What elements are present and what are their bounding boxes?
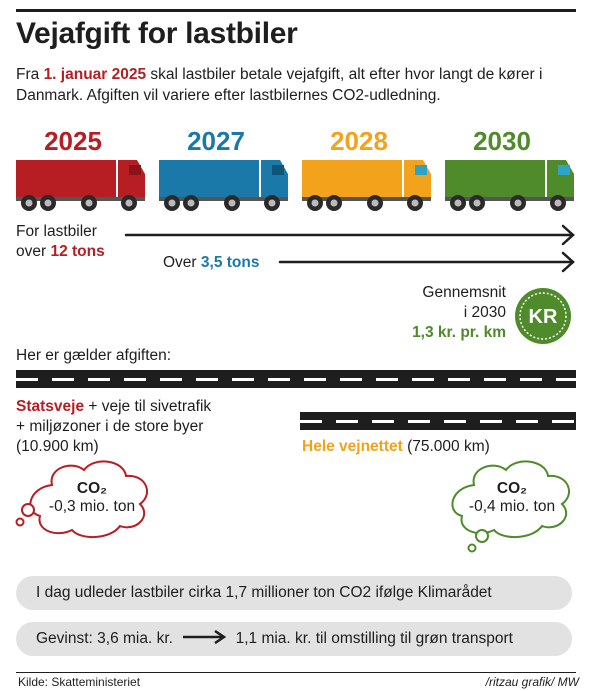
emissions-fact: I dag udleder lastbiler cirka 1,7 millio… [16, 576, 572, 610]
average-line2: i 2030 [463, 304, 506, 321]
all-roads-text: Hele vejnettet (75.000 km) [302, 437, 490, 457]
state-roads-rest: + veje til sivetrafik [84, 398, 212, 415]
all-roads-name: Hele vejnettet [302, 438, 403, 455]
truck-2028-icon [302, 160, 431, 211]
year-2028: 2028 [330, 126, 388, 156]
all-roads-rest: (75.000 km) [402, 438, 490, 455]
graphic-credit: /ritzau grafik/ MW [485, 675, 579, 689]
top-rule [16, 9, 576, 12]
co2-right-text: CO₂ -0,4 mio. ton [456, 480, 568, 516]
state-roads-line1: Statsveje + veje til sivetrafik [16, 397, 211, 417]
roads-intro: Her er gælder afgiften: [16, 347, 172, 364]
page-title: Vejafgift for lastbiler [16, 17, 298, 50]
state-roads-line3: (10.900 km) [16, 438, 99, 455]
co2-right-label: CO₂ [496, 480, 528, 497]
kr-coin-icon: KR [515, 288, 571, 344]
truck-2030-icon [445, 160, 574, 211]
source-credit: Kilde: Skatteministeriet [18, 675, 141, 689]
arrow-right-icon [183, 629, 227, 645]
heavy-label-line2: over 12 tons [16, 242, 105, 262]
average-line1: Gennemsnit [422, 284, 506, 301]
year-2030: 2030 [473, 126, 531, 156]
truck-2027-icon [159, 160, 288, 211]
co2-left-text: CO₂ -0,3 mio. ton [36, 480, 148, 516]
state-roads-name: Statsveje [16, 398, 85, 415]
bottom-rule [16, 672, 576, 673]
year-2025: 2025 [44, 126, 102, 156]
light-prefix: Over [163, 254, 201, 271]
truck-2025-icon [16, 160, 145, 211]
state-roads-line2: + miljøzoner i de store byer [16, 418, 204, 435]
light-value: 3,5 tons [200, 254, 260, 271]
intro-text: Fra 1. januar 2025 skal lastbiler betale… [16, 64, 578, 106]
intro-date: 1. januar 2025 [43, 66, 147, 83]
heavy-value: 12 tons [50, 243, 105, 260]
state-roads-text: Statsveje + veje til sivetrafik + miljøz… [16, 397, 211, 457]
all-roads-graphic [300, 412, 576, 430]
co2-left-value: -0,3 mio. ton [48, 498, 136, 515]
heavy-prefix: over [16, 243, 51, 260]
intro-suffix: skal lastbiler betale vejafgift, alt eft… [16, 66, 543, 104]
light-label: Over 3,5 tons [163, 253, 259, 273]
year-2027: 2027 [187, 126, 245, 156]
heavy-arrow-icon [124, 224, 575, 246]
co2-right-value: -0,4 mio. ton [468, 498, 556, 515]
average-value: 1,3 kr. pr. km [412, 324, 506, 341]
gain-fact: Gevinst: 3,6 mia. kr. 1,1 mia. kr. til o… [16, 622, 572, 656]
heavy-label-line1: For lastbiler [16, 223, 97, 240]
state-road-graphic [16, 370, 576, 388]
heavy-label: For lastbiler over 12 tons [16, 222, 105, 262]
kr-badge-text: KR [529, 306, 558, 328]
light-arrow-icon [278, 251, 575, 273]
gain-prefix: Gevinst: 3,6 mia. kr. [36, 630, 173, 647]
gain-suffix: 1,1 mia. kr. til omstilling til grøn tra… [235, 630, 513, 647]
average-block: Gennemsnit i 2030 1,3 kr. pr. km [380, 283, 506, 343]
intro-prefix: Fra [16, 66, 44, 83]
co2-left-label: CO₂ [76, 480, 108, 497]
